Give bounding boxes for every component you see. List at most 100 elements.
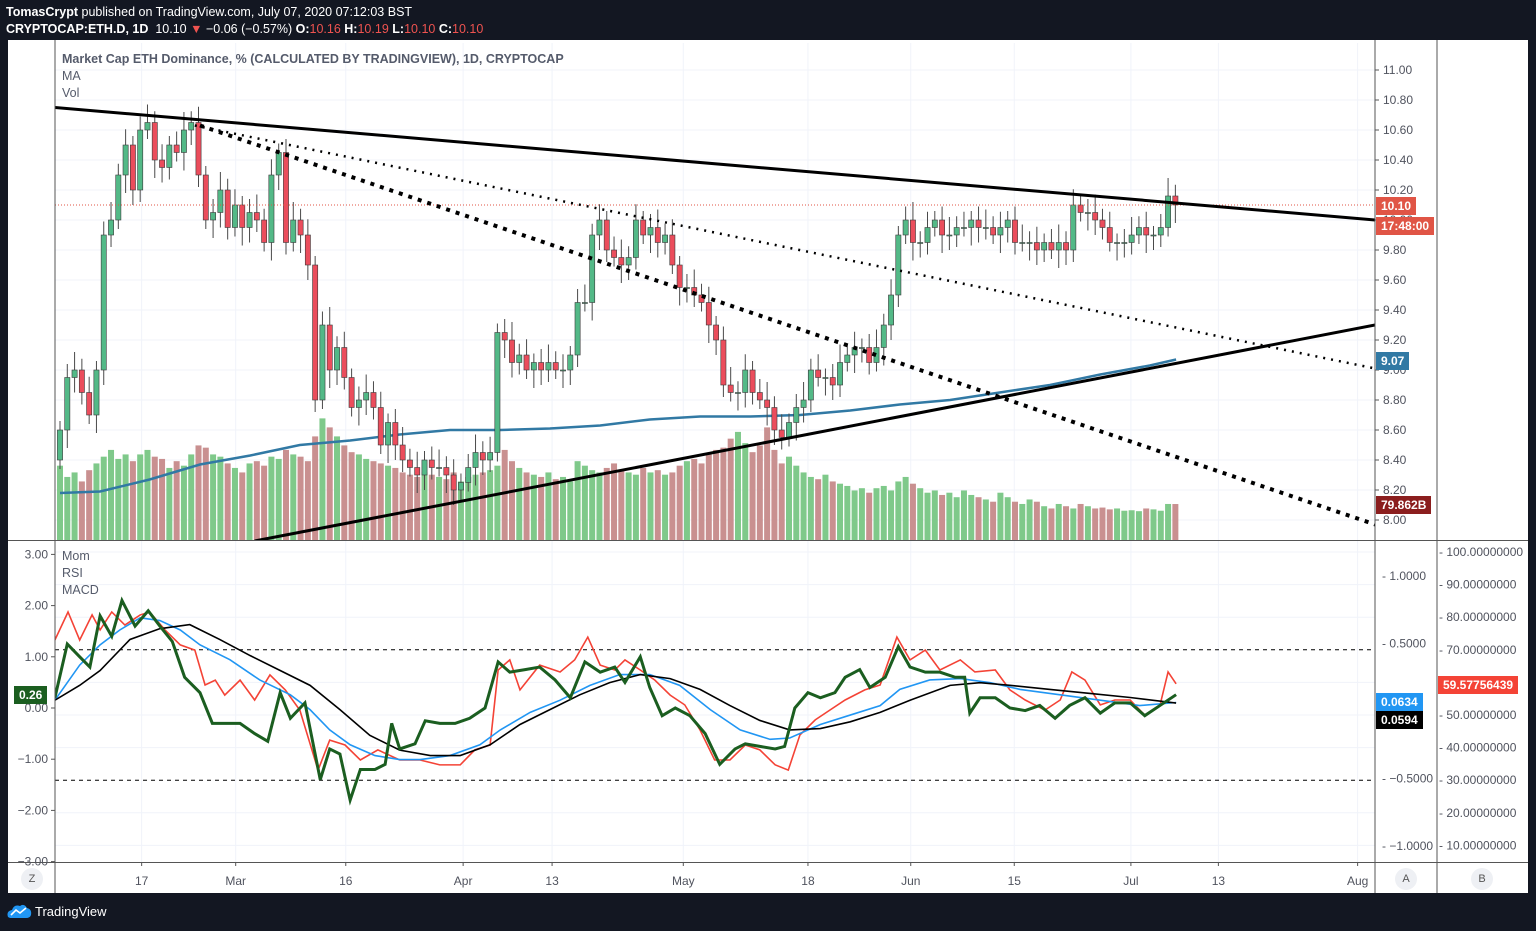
volume-bar [1011, 501, 1018, 540]
trendlines[interactable] [55, 106, 1375, 542]
candle-up [1084, 212, 1091, 214]
volume-bar [71, 472, 78, 540]
macd-legend[interactable]: MACD [62, 583, 99, 597]
volume-bar [523, 472, 530, 540]
candle-down [778, 429, 785, 438]
rsi-tick-label: - 10.00000000 [1439, 838, 1517, 852]
volume-bar [144, 449, 151, 540]
candle-down [130, 144, 136, 191]
candle-down [523, 354, 530, 371]
volume-bar [399, 472, 406, 540]
volume-bar [268, 456, 275, 540]
volume-bar [443, 479, 450, 540]
candle-down [501, 332, 508, 341]
price-tick-label: 10.40 [1383, 153, 1413, 167]
price-change: −0.06 (−0.57%) [205, 22, 293, 36]
rsi-legend[interactable]: RSI [62, 566, 83, 580]
volume-bar [516, 467, 523, 540]
mom-tick-label: −3.00 [18, 855, 49, 869]
high-value: 10.19 [357, 22, 389, 36]
volume-bar [807, 476, 814, 540]
axes[interactable]: 11.0010.8010.6010.4010.2010.009.809.609.… [8, 40, 1528, 893]
last-price: 10.10 [155, 22, 187, 36]
mom-tick-label: −2.00 [18, 803, 49, 817]
candle-up [57, 429, 63, 461]
candle-up [268, 174, 275, 243]
candle-down [253, 212, 260, 221]
candle-up [1019, 242, 1026, 244]
candle-down [78, 369, 85, 393]
candle-down [975, 219, 982, 228]
candle-up [166, 144, 173, 168]
volume-bar [1026, 499, 1033, 540]
vol-legend[interactable]: Vol [62, 86, 80, 100]
rsi-tick-label: - 80.00000000 [1439, 610, 1517, 624]
volume-bar [567, 481, 574, 540]
volume-bar [647, 472, 654, 540]
volume-bar [122, 454, 129, 540]
rsi-tick-label: - 90.00000000 [1439, 578, 1517, 592]
volume-bar [1143, 508, 1150, 540]
volume-bar [603, 467, 610, 540]
volume-bar [902, 476, 909, 540]
volume-bar [778, 463, 785, 540]
candle-up [494, 332, 501, 453]
volume-bar [86, 470, 93, 540]
candle-down [640, 219, 647, 236]
volume-bar [880, 485, 887, 540]
candle-up [1114, 242, 1120, 244]
volume-bar [683, 461, 690, 540]
volume-bar [574, 461, 581, 540]
rsi-tick-label: - 30.00000000 [1439, 773, 1517, 787]
candle-down [414, 467, 421, 476]
volume-bar [406, 474, 413, 540]
volume-bar [275, 458, 282, 540]
ma-legend[interactable]: MA [62, 69, 81, 83]
low-label: L: [392, 22, 405, 36]
candle-down [261, 219, 268, 243]
tradingview-logo[interactable]: TradingView [6, 903, 107, 919]
volume-bar [1172, 504, 1179, 540]
volume-bar [1019, 503, 1026, 540]
volume-bar [487, 470, 494, 540]
auto-scale-button-b[interactable]: B [1471, 868, 1493, 890]
candle-down [151, 122, 158, 161]
candle-up [217, 189, 224, 213]
macd-tick-label: - −1.0000 [1382, 839, 1433, 853]
timezone-button[interactable]: Z [21, 868, 43, 890]
volume-bar [304, 461, 311, 540]
volume-bar [691, 458, 698, 540]
volume-bar [202, 447, 209, 540]
volume-bar [1033, 501, 1040, 540]
volume-bar [982, 499, 989, 540]
volume-bar [764, 427, 771, 540]
candle-up [596, 219, 603, 236]
volume-bar [370, 461, 377, 540]
candle-down [669, 234, 676, 266]
candle-up [210, 212, 216, 221]
volume-bar [953, 497, 960, 540]
candle-down [348, 377, 355, 408]
trendline-dotted-bold[interactable] [199, 123, 1375, 527]
time-tick-label: 13 [545, 874, 559, 888]
rsi-tick-label: - 70.00000000 [1439, 643, 1517, 657]
trendline-solid[interactable] [254, 323, 1375, 541]
author[interactable]: TomasCrypt [6, 5, 79, 19]
volume-bar [654, 470, 661, 540]
volume-bar [210, 454, 217, 540]
volume-bar [436, 476, 443, 540]
main-series-legend[interactable]: Market Cap ETH Dominance, % (CALCULATED … [62, 52, 564, 66]
volume-bar [793, 465, 800, 540]
candle-up [1041, 242, 1048, 251]
auto-scale-button-a[interactable]: A [1395, 868, 1417, 890]
candle-up [647, 227, 654, 236]
volume-bar [530, 474, 537, 540]
trendline-dotted-fine[interactable] [194, 124, 1375, 370]
time-tick-label: Mar [225, 874, 246, 888]
candle-up [946, 234, 953, 237]
trendline-solid[interactable] [55, 106, 1375, 222]
rsi-tick-label: - 40.00000000 [1439, 741, 1517, 755]
candle-up [735, 392, 741, 394]
mom-legend[interactable]: Mom [62, 549, 90, 563]
